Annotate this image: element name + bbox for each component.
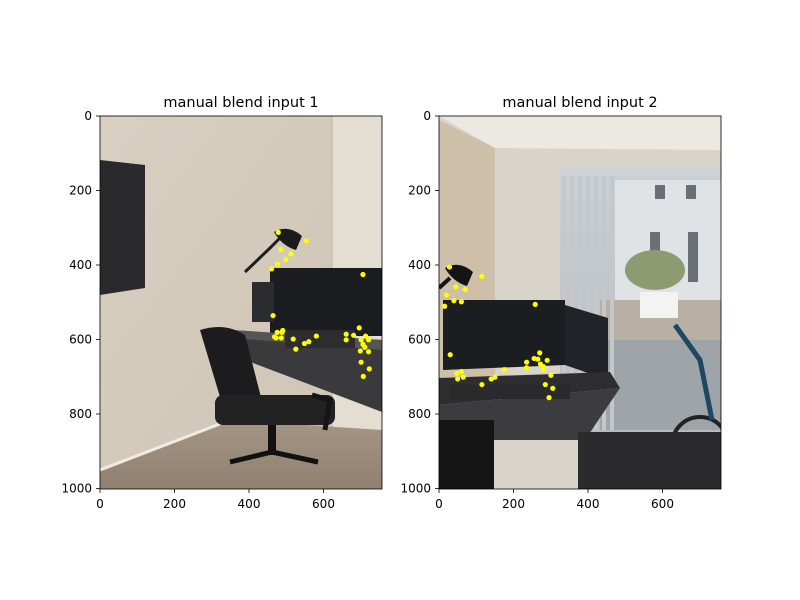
keypoint-marker [365,337,372,343]
panel-1-y-tick-label: 200 [69,184,92,198]
keypoint-marker [451,298,457,304]
keypoint-marker [365,349,372,355]
keypoint-marker [501,367,507,373]
panel-2-x-axis: 0 200 400 600 [435,489,674,511]
keypoint-marker [290,336,296,342]
keypoint-marker [548,372,554,378]
panel-1-y-tick-label: 800 [69,407,92,421]
panel-1-x-tick-label: 600 [312,497,335,511]
keypoint-marker [274,261,281,268]
keypoint-marker [306,339,312,345]
keypoint-marker [280,327,286,334]
keypoint-marker [358,359,364,365]
keypoint-marker [362,333,369,339]
keypoint-marker [446,264,453,270]
panel-2-y-tick-label: 800 [408,407,431,421]
panel-1-title: manual blend input 1 [163,95,318,111]
panel-2-y-tick-label: 0 [423,109,431,123]
panel-2: manual blend input 2 [400,95,722,511]
keypoint-marker [301,340,308,347]
keypoint-marker [544,357,550,363]
keypoint-marker [357,348,363,354]
keypoint-marker [268,266,275,272]
keypoint-marker [540,367,547,373]
keypoint-marker [351,332,357,338]
keypoint-marker [443,292,450,298]
keypoint-marker [458,299,464,305]
keypoint-marker [532,301,538,307]
keypoint-marker [550,385,556,391]
panel-2-y-tick-label: 600 [408,333,431,347]
panel-1-y-tick-label: 400 [69,258,92,272]
keypoint-marker [542,381,548,388]
keypoint-marker [360,373,366,379]
panel-2-y-tick-label: 200 [408,184,431,198]
keypoint-marker [275,229,281,235]
keypoint-marker [303,238,309,244]
panel-1-x-axis: 0 200 400 600 [96,489,335,511]
panel-1-y-tick-label: 600 [69,333,92,347]
panel-1-photo [100,116,382,489]
keypoint-marker [288,251,294,257]
panel-1-x-tick-label: 400 [238,497,261,511]
keypoint-marker [492,374,498,380]
keypoint-marker [313,333,319,339]
keypoint-marker [343,337,349,343]
panel-1-y-tick-label: 0 [84,109,92,123]
keypoint-marker [458,368,464,375]
panel-2-axes-frame [438,115,722,490]
keypoint-marker [524,359,530,365]
panel-2-keypoints [441,264,556,401]
panel-2-title: manual blend input 2 [502,95,657,111]
keypoint-marker [362,344,368,350]
keypoint-marker [356,325,362,331]
keypoint-marker [343,331,349,337]
panel-1-keypoints [268,229,372,379]
keypoint-marker [366,366,372,372]
panel-2-x-tick-label: 200 [502,497,525,511]
keypoint-marker [479,381,485,388]
panel-2-y-axis: 0 200 400 600 800 1000 [400,109,439,496]
panel-2-x-tick-label: 0 [435,497,443,511]
keypoint-marker [447,352,453,358]
keypoint-marker [283,257,289,263]
keypoint-marker [278,335,284,341]
keypoint-marker [454,370,460,376]
panel-1-x-tick-label: 200 [163,497,186,511]
keypoint-marker [460,374,466,380]
panel-2-x-tick-label: 400 [577,497,600,511]
panel-1-y-axis: 0 200 400 600 800 1000 [61,109,100,496]
keypoint-marker [270,312,276,319]
panel-2-y-tick-label: 1000 [400,482,431,496]
keypoint-marker [524,365,530,371]
keypoint-marker [453,284,459,290]
panel-1-x-tick-label: 0 [96,497,104,511]
panel-1: manual blend input 1 [61,95,383,511]
keypoint-marker [455,376,461,382]
keypoint-marker [360,271,366,278]
keypoint-marker [293,346,299,352]
panel-1-y-tick-label: 1000 [61,482,92,496]
keypoint-marker [271,334,278,340]
keypoint-marker [274,329,280,335]
keypoint-marker [535,356,541,362]
keypoint-marker [358,337,364,343]
panel-1-axes-frame [99,115,383,490]
keypoint-marker [546,395,552,401]
keypoint-marker [479,273,485,279]
panel-2-y-tick-label: 400 [408,258,431,272]
panel-2-photo [439,116,721,489]
panel-2-x-tick-label: 600 [651,497,674,511]
keypoint-marker [441,303,448,309]
keypoint-marker [537,350,543,356]
keypoint-marker [278,246,284,253]
keypoint-marker [462,286,468,293]
